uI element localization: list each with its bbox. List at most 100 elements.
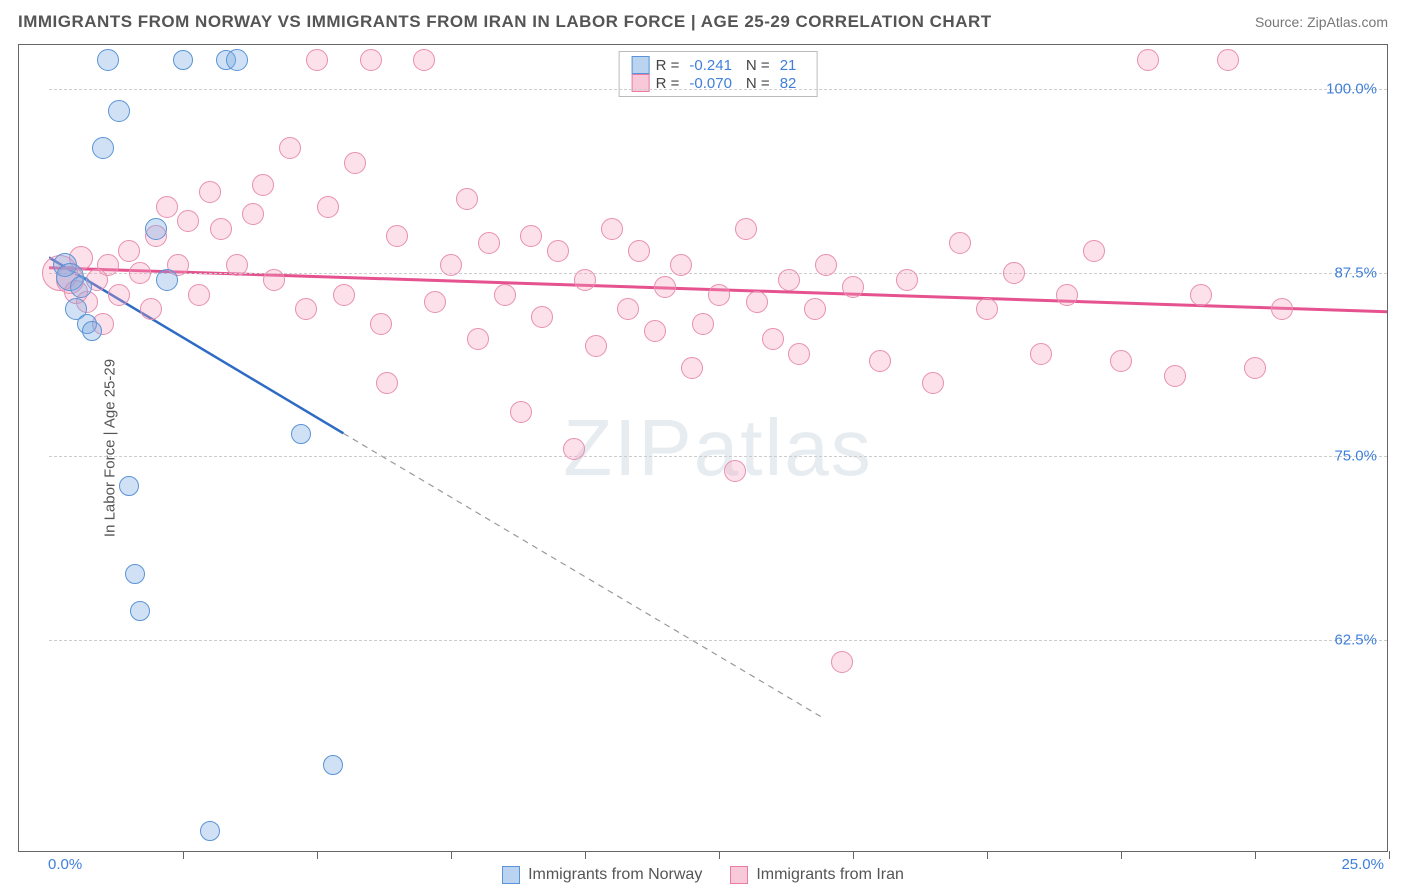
data-point (140, 298, 162, 320)
chart-source: Source: ZipAtlas.com (1255, 14, 1388, 30)
data-point (1190, 284, 1212, 306)
data-point (531, 306, 553, 328)
data-point (424, 291, 446, 313)
data-point (344, 152, 366, 174)
data-point (804, 298, 826, 320)
data-point (108, 100, 130, 122)
data-point (129, 262, 151, 284)
x-tick (183, 851, 184, 859)
data-point (746, 291, 768, 313)
y-tick-label: 100.0% (1326, 81, 1377, 98)
data-point (210, 218, 232, 240)
data-point (1056, 284, 1078, 306)
plot-area: ZIPatlas R =-0.241N =21R =-0.070N =82 10… (49, 45, 1387, 851)
data-point (242, 203, 264, 225)
data-point (1244, 357, 1266, 379)
data-point (323, 755, 343, 775)
data-point (670, 254, 692, 276)
stat-r-label: R = (656, 57, 680, 74)
data-point (119, 476, 139, 496)
data-point (654, 276, 676, 298)
legend-label: Immigrants from Iran (756, 866, 904, 884)
stats-legend-row: R = -0.241 N = 21 (632, 56, 805, 74)
x-tick (987, 851, 988, 859)
data-point (574, 269, 596, 291)
stat-n-label: N = (746, 57, 770, 74)
data-point (291, 424, 311, 444)
data-point (226, 49, 248, 71)
data-point (520, 225, 542, 247)
data-point (478, 232, 500, 254)
data-point (279, 137, 301, 159)
data-point (585, 335, 607, 357)
x-tick (317, 851, 318, 859)
trend-line-extrapolated (343, 433, 825, 719)
stat-r-value: -0.241 (685, 57, 740, 74)
data-point (467, 328, 489, 350)
data-point (226, 254, 248, 276)
legend-swatch (502, 866, 520, 884)
stats-legend: R =-0.241N =21R =-0.070N =82 (619, 51, 818, 97)
data-point (831, 651, 853, 673)
data-point (510, 401, 532, 423)
data-point (199, 181, 221, 203)
data-point (922, 372, 944, 394)
data-point (97, 49, 119, 71)
data-point (778, 269, 800, 291)
data-point (1164, 365, 1186, 387)
grid-line-horizontal (49, 456, 1387, 457)
data-point (360, 49, 382, 71)
data-point (681, 357, 703, 379)
data-point (547, 240, 569, 262)
watermark: ZIPatlas (563, 402, 872, 494)
chart-header: IMMIGRANTS FROM NORWAY VS IMMIGRANTS FRO… (0, 0, 1406, 44)
data-point (896, 269, 918, 291)
data-point (70, 276, 92, 298)
trend-lines-svg (49, 45, 1387, 851)
grid-line-horizontal (49, 89, 1387, 90)
grid-line-horizontal (49, 273, 1387, 274)
data-point (1137, 49, 1159, 71)
data-point (173, 50, 193, 70)
data-point (815, 254, 837, 276)
data-point (386, 225, 408, 247)
y-tick-label: 87.5% (1334, 264, 1377, 281)
data-point (949, 232, 971, 254)
data-point (177, 210, 199, 232)
data-point (724, 460, 746, 482)
data-point (456, 188, 478, 210)
data-point (1217, 49, 1239, 71)
data-point (130, 601, 150, 621)
x-tick (1121, 851, 1122, 859)
data-point (156, 269, 178, 291)
data-point (1003, 262, 1025, 284)
legend-swatch (730, 866, 748, 884)
data-point (156, 196, 178, 218)
data-point (1110, 350, 1132, 372)
data-point (1030, 343, 1052, 365)
data-point (125, 564, 145, 584)
y-tick-label: 62.5% (1334, 631, 1377, 648)
x-tick (1389, 851, 1390, 859)
data-point (252, 174, 274, 196)
data-point (306, 49, 328, 71)
legend-label: Immigrants from Norway (528, 866, 702, 884)
x-tick (853, 851, 854, 859)
data-point (376, 372, 398, 394)
stat-n-value: 21 (776, 57, 805, 74)
legend-item: Immigrants from Iran (730, 866, 904, 884)
data-point (976, 298, 998, 320)
data-point (118, 240, 140, 262)
data-point (413, 49, 435, 71)
watermark-thin: atlas (694, 403, 873, 492)
data-point (617, 298, 639, 320)
data-point (108, 284, 130, 306)
data-point (200, 821, 220, 841)
data-point (317, 196, 339, 218)
data-point (188, 284, 210, 306)
x-tick (451, 851, 452, 859)
data-point (145, 218, 167, 240)
data-point (494, 284, 516, 306)
chart-title: IMMIGRANTS FROM NORWAY VS IMMIGRANTS FRO… (18, 12, 992, 32)
grid-line-horizontal (49, 640, 1387, 641)
